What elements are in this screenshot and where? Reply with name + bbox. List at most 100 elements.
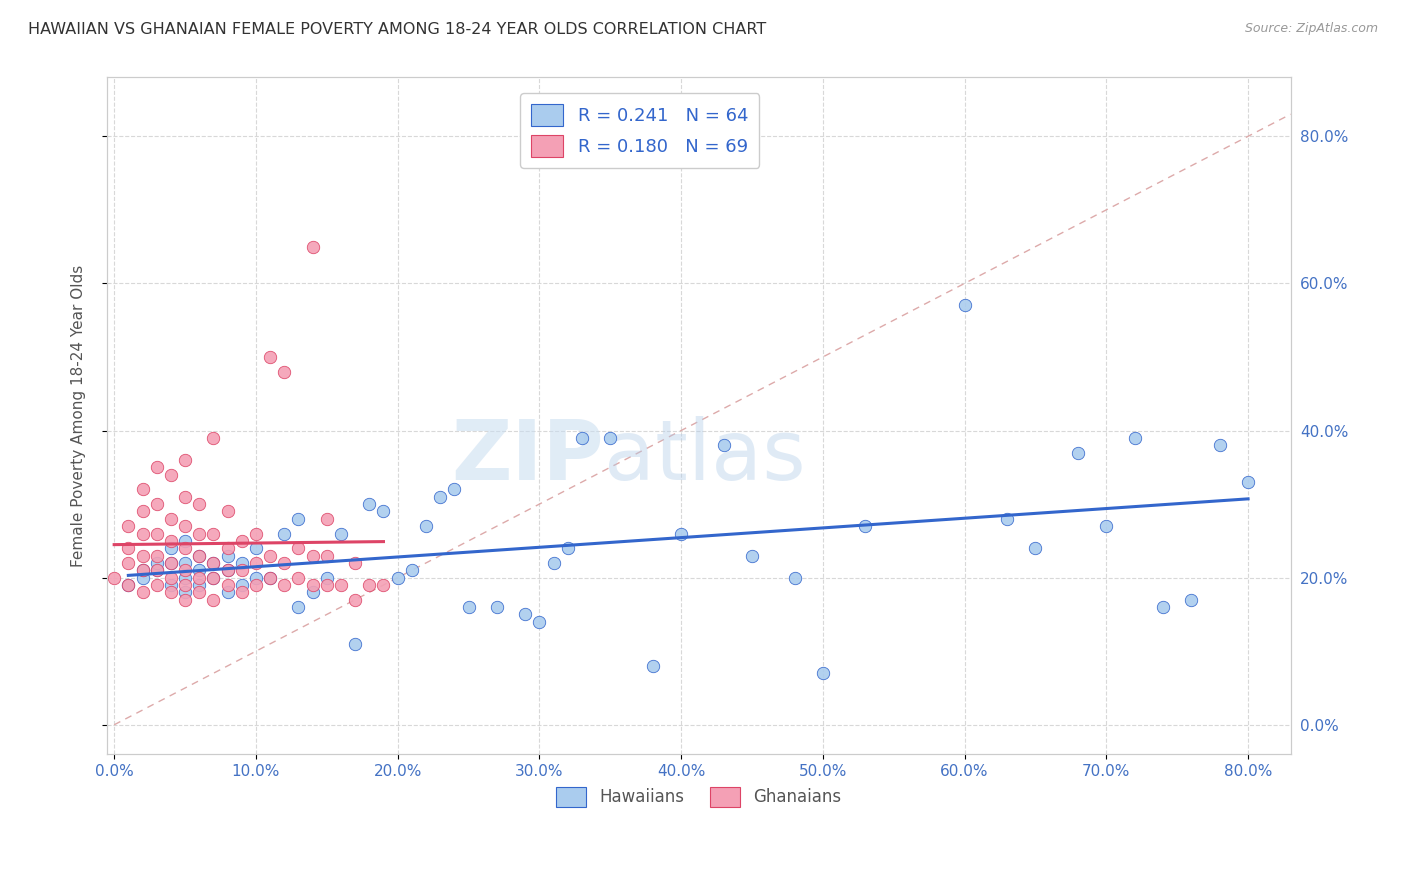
- Point: [202, 571, 225, 585]
- Point: [315, 549, 337, 563]
- Point: [231, 585, 253, 599]
- Point: [131, 585, 153, 599]
- Point: [811, 666, 834, 681]
- Point: [259, 571, 281, 585]
- Point: [188, 571, 211, 585]
- Point: [231, 578, 253, 592]
- Point: [529, 615, 551, 629]
- Point: [202, 526, 225, 541]
- Point: [301, 578, 323, 592]
- Point: [741, 549, 763, 563]
- Point: [301, 585, 323, 599]
- Point: [202, 431, 225, 445]
- Point: [783, 571, 806, 585]
- Point: [1152, 600, 1174, 615]
- Point: [174, 585, 197, 599]
- Point: [160, 585, 183, 599]
- Point: [315, 578, 337, 592]
- Point: [557, 541, 579, 556]
- Point: [287, 512, 309, 526]
- Point: [401, 563, 423, 577]
- Point: [188, 549, 211, 563]
- Point: [131, 563, 153, 577]
- Point: [131, 504, 153, 518]
- Point: [174, 592, 197, 607]
- Point: [117, 519, 139, 533]
- Point: [329, 526, 352, 541]
- Point: [231, 533, 253, 548]
- Point: [344, 556, 367, 570]
- Point: [131, 483, 153, 497]
- Point: [117, 556, 139, 570]
- Point: [217, 504, 239, 518]
- Point: [599, 431, 621, 445]
- Point: [160, 512, 183, 526]
- Point: [174, 519, 197, 533]
- Point: [117, 541, 139, 556]
- Point: [373, 504, 395, 518]
- Point: [160, 541, 183, 556]
- Point: [174, 533, 197, 548]
- Point: [174, 556, 197, 570]
- Point: [188, 585, 211, 599]
- Point: [287, 541, 309, 556]
- Point: [145, 526, 167, 541]
- Point: [301, 549, 323, 563]
- Point: [259, 549, 281, 563]
- Point: [188, 526, 211, 541]
- Point: [188, 549, 211, 563]
- Point: [217, 563, 239, 577]
- Point: [1123, 431, 1146, 445]
- Point: [953, 298, 976, 312]
- Point: [174, 541, 197, 556]
- Point: [485, 600, 508, 615]
- Point: [160, 533, 183, 548]
- Point: [145, 556, 167, 570]
- Point: [174, 571, 197, 585]
- Point: [245, 526, 267, 541]
- Point: [188, 563, 211, 577]
- Point: [329, 578, 352, 592]
- Point: [1024, 541, 1046, 556]
- Point: [188, 497, 211, 511]
- Point: [145, 563, 167, 577]
- Point: [713, 438, 735, 452]
- Point: [131, 549, 153, 563]
- Point: [174, 490, 197, 504]
- Point: [287, 600, 309, 615]
- Point: [1180, 592, 1202, 607]
- Point: [515, 607, 537, 622]
- Point: [443, 483, 465, 497]
- Point: [1237, 475, 1260, 489]
- Point: [131, 571, 153, 585]
- Text: ZIP: ZIP: [451, 416, 605, 497]
- Point: [202, 556, 225, 570]
- Point: [669, 526, 692, 541]
- Point: [145, 497, 167, 511]
- Point: [543, 556, 565, 570]
- Point: [160, 578, 183, 592]
- Point: [202, 556, 225, 570]
- Point: [145, 549, 167, 563]
- Point: [202, 592, 225, 607]
- Point: [188, 578, 211, 592]
- Point: [174, 563, 197, 577]
- Y-axis label: Female Poverty Among 18-24 Year Olds: Female Poverty Among 18-24 Year Olds: [72, 265, 86, 567]
- Point: [387, 571, 409, 585]
- Point: [145, 460, 167, 475]
- Point: [1067, 445, 1090, 459]
- Point: [174, 453, 197, 467]
- Point: [231, 563, 253, 577]
- Point: [287, 571, 309, 585]
- Point: [315, 512, 337, 526]
- Point: [217, 585, 239, 599]
- Point: [202, 571, 225, 585]
- Point: [217, 549, 239, 563]
- Point: [359, 578, 381, 592]
- Point: [273, 556, 295, 570]
- Point: [301, 239, 323, 253]
- Point: [160, 467, 183, 482]
- Text: Source: ZipAtlas.com: Source: ZipAtlas.com: [1244, 22, 1378, 36]
- Point: [131, 563, 153, 577]
- Point: [315, 571, 337, 585]
